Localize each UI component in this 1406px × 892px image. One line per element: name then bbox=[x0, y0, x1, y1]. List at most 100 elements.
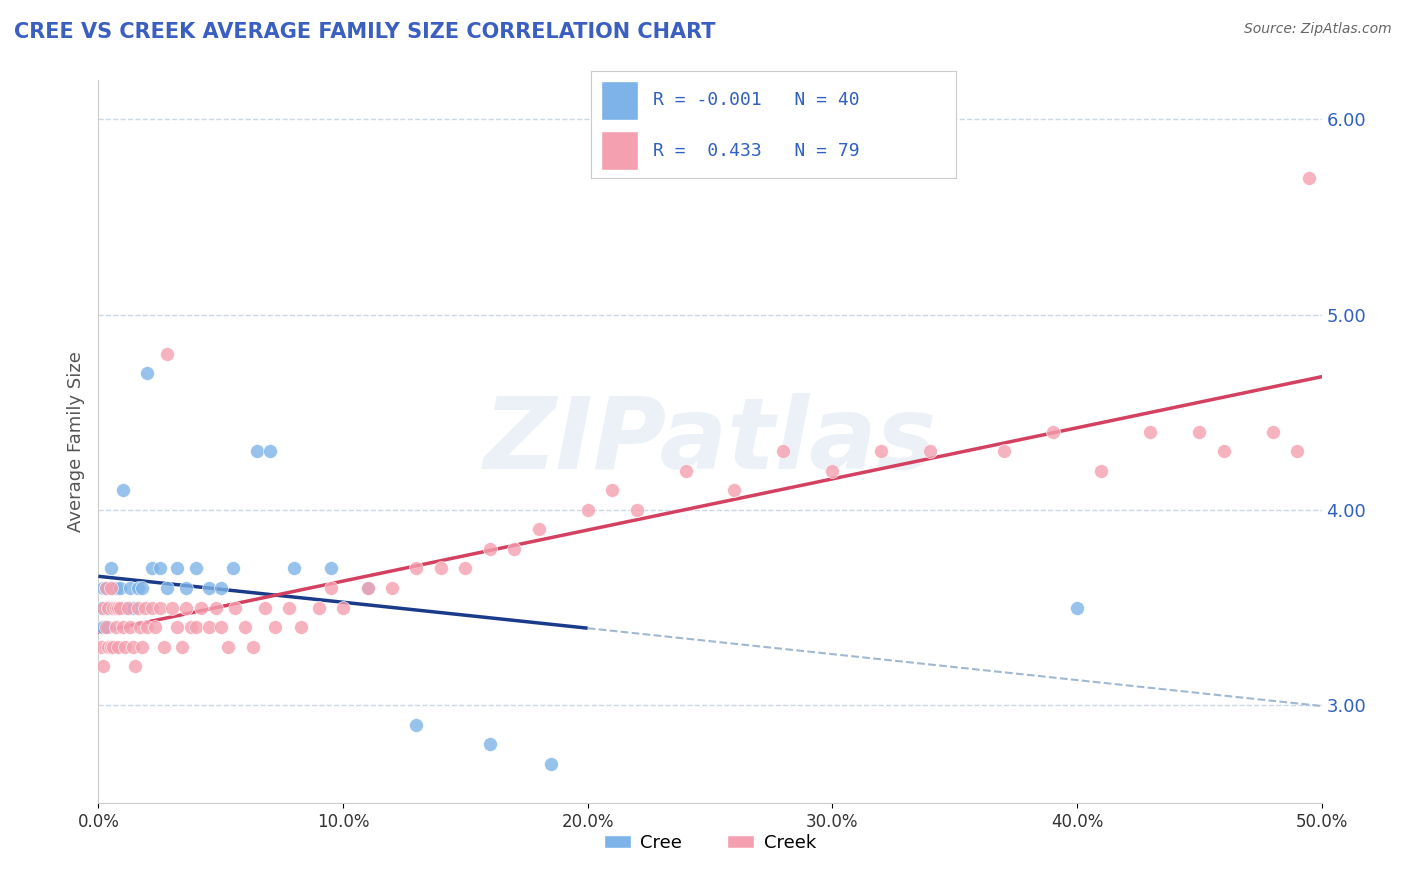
Point bbox=[101, 600, 124, 615]
Point bbox=[356, 581, 378, 595]
Point bbox=[209, 620, 232, 634]
Point bbox=[117, 600, 139, 615]
Point bbox=[870, 444, 893, 458]
Point bbox=[111, 620, 134, 634]
Point bbox=[1066, 600, 1088, 615]
Point bbox=[190, 600, 212, 615]
Point bbox=[91, 581, 114, 595]
Point bbox=[111, 483, 134, 498]
Point bbox=[153, 640, 176, 654]
Point bbox=[224, 600, 246, 615]
Point bbox=[319, 561, 342, 575]
Point bbox=[110, 600, 132, 615]
Point bbox=[149, 600, 172, 615]
Point bbox=[94, 620, 117, 634]
Point bbox=[527, 523, 550, 537]
Point bbox=[101, 581, 124, 595]
Point bbox=[100, 640, 122, 654]
Point bbox=[478, 541, 501, 556]
Point bbox=[134, 600, 156, 615]
Point bbox=[259, 444, 281, 458]
Y-axis label: Average Family Size: Average Family Size bbox=[66, 351, 84, 532]
Point bbox=[100, 600, 122, 615]
Point bbox=[209, 581, 232, 595]
Point bbox=[101, 640, 124, 654]
Point bbox=[217, 640, 239, 654]
Point bbox=[141, 561, 163, 575]
Point bbox=[675, 464, 697, 478]
Point bbox=[197, 581, 219, 595]
Point bbox=[723, 483, 745, 498]
Point bbox=[405, 561, 427, 575]
Point bbox=[278, 600, 301, 615]
Point bbox=[1212, 444, 1234, 458]
Point bbox=[131, 640, 153, 654]
Point bbox=[166, 620, 188, 634]
Point bbox=[94, 600, 117, 615]
Point bbox=[114, 600, 136, 615]
Point bbox=[156, 346, 179, 360]
Point bbox=[91, 620, 114, 634]
Point bbox=[120, 620, 142, 634]
Point bbox=[127, 581, 149, 595]
Point bbox=[97, 620, 120, 634]
Point bbox=[143, 620, 166, 634]
Point bbox=[121, 600, 143, 615]
Point bbox=[290, 620, 312, 634]
Point bbox=[107, 640, 129, 654]
Point bbox=[176, 600, 198, 615]
Point bbox=[405, 717, 427, 731]
Point bbox=[430, 561, 453, 575]
Point bbox=[186, 620, 208, 634]
Point bbox=[600, 483, 623, 498]
Point bbox=[97, 640, 120, 654]
Bar bbox=[602, 81, 638, 120]
Point bbox=[1139, 425, 1161, 439]
Point bbox=[120, 581, 142, 595]
Point bbox=[90, 600, 112, 615]
Point bbox=[1286, 444, 1309, 458]
Point bbox=[156, 581, 179, 595]
Point bbox=[160, 600, 183, 615]
Point bbox=[821, 464, 844, 478]
Point bbox=[1188, 425, 1211, 439]
Point bbox=[94, 581, 117, 595]
Point bbox=[176, 581, 198, 595]
Point bbox=[478, 737, 501, 751]
Text: ZIPatlas: ZIPatlas bbox=[484, 393, 936, 490]
Point bbox=[100, 561, 122, 575]
Point bbox=[97, 600, 120, 615]
Point bbox=[381, 581, 404, 595]
Point bbox=[121, 640, 143, 654]
Point bbox=[205, 600, 228, 615]
Point bbox=[101, 600, 124, 615]
Point bbox=[1298, 170, 1320, 185]
Point bbox=[540, 756, 562, 771]
Point bbox=[90, 640, 112, 654]
Point bbox=[170, 640, 193, 654]
Point bbox=[141, 600, 163, 615]
Point bbox=[626, 503, 648, 517]
Point bbox=[920, 444, 942, 458]
Point bbox=[1042, 425, 1064, 439]
Point bbox=[149, 561, 172, 575]
Point bbox=[136, 620, 159, 634]
Point bbox=[104, 581, 127, 595]
Text: CREE VS CREEK AVERAGE FAMILY SIZE CORRELATION CHART: CREE VS CREEK AVERAGE FAMILY SIZE CORREL… bbox=[14, 22, 716, 42]
Point bbox=[131, 581, 153, 595]
Point bbox=[454, 561, 477, 575]
Point bbox=[308, 600, 330, 615]
Point bbox=[356, 581, 378, 595]
Point bbox=[91, 600, 114, 615]
Point bbox=[94, 581, 117, 595]
Point bbox=[180, 620, 202, 634]
Point bbox=[1261, 425, 1284, 439]
Point bbox=[197, 620, 219, 634]
Point bbox=[332, 600, 354, 615]
Point bbox=[186, 561, 208, 575]
Point bbox=[104, 620, 127, 634]
Point bbox=[772, 444, 794, 458]
Point bbox=[127, 600, 149, 615]
Point bbox=[104, 600, 127, 615]
Point bbox=[100, 581, 122, 595]
